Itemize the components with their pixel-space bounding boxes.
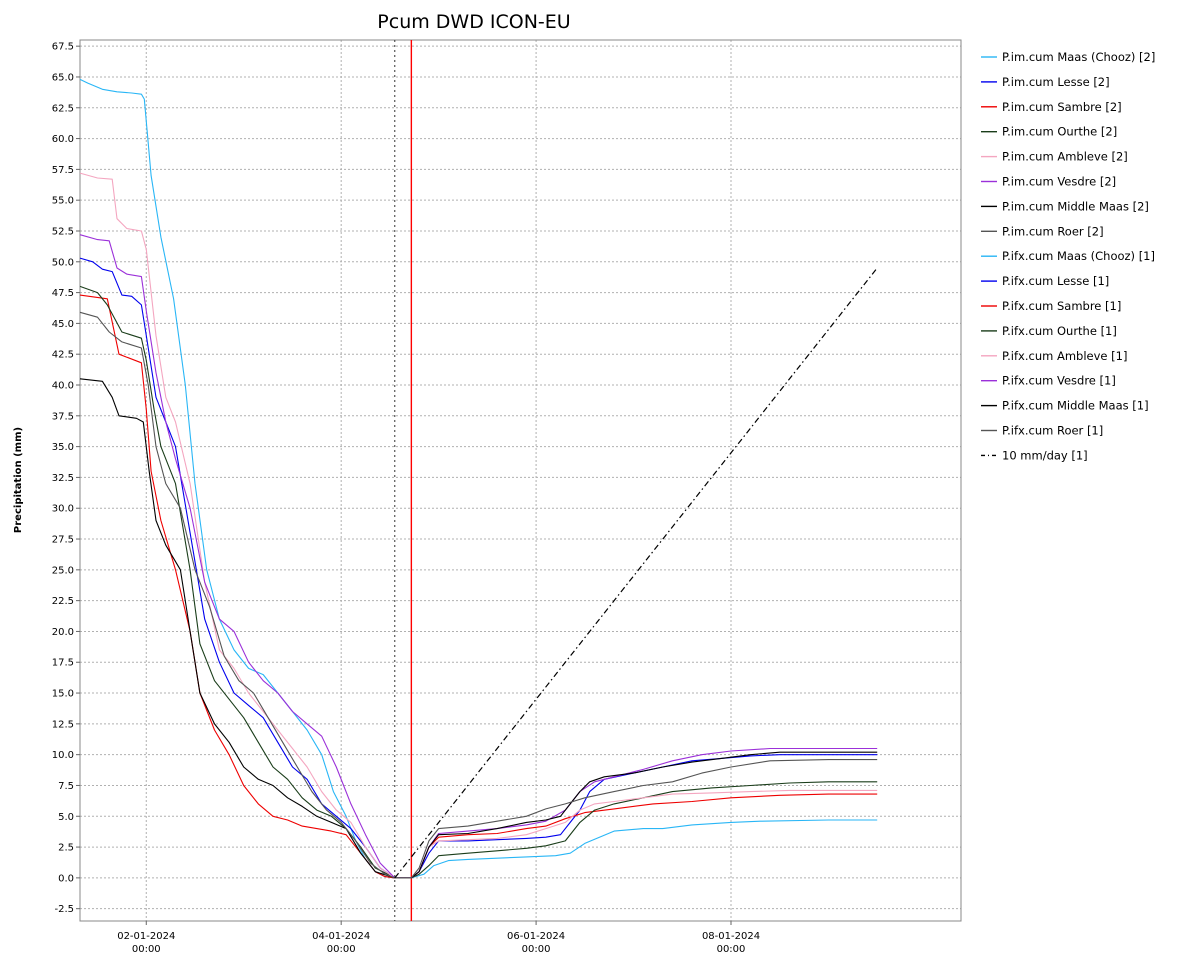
legend-label: P.ifx.cum Ourthe [1] [1002, 324, 1117, 338]
x-tick-time: 00:00 [132, 944, 161, 955]
series-line-4 [79, 172, 396, 879]
legend: P.im.cum Maas (Chooz) [2] P.im.cum Lesse … [981, 50, 1155, 462]
y-tick-label: 60.0 [52, 134, 74, 145]
series-line-3 [79, 285, 396, 879]
legend-label: P.im.cum Sambre [2] [1002, 100, 1122, 114]
y-tick-label: 67.5 [52, 42, 74, 53]
vertical-markers [394, 40, 413, 921]
series-line-1 [79, 257, 396, 879]
y-axis-label: Precipitation (mm) [13, 427, 24, 533]
series-line-6 [79, 378, 395, 879]
y-tick-label: 42.5 [52, 350, 74, 361]
x-tick-date: 08-01-2024 [702, 931, 760, 942]
series-line-16 [394, 267, 878, 879]
x-axis-ticks: 02-01-2024 00:00 04-01-2024 00:00 06-01-2024… [117, 921, 760, 955]
y-tick-label: 32.5 [52, 473, 74, 484]
x-tick-date: 02-01-2024 [117, 931, 175, 942]
y-tick-label: 40.0 [52, 381, 74, 392]
x-tick-date: 06-01-2024 [507, 931, 565, 942]
series-line-2 [79, 294, 395, 879]
legend-label: P.im.cum Ourthe [2] [1002, 125, 1117, 139]
y-tick-label: 7.5 [58, 781, 74, 792]
series-lines [79, 78, 878, 879]
y-axis-ticks: -2.5 0.0 2.5 5.0 7.5 10.0 12.5 15.0 17.5 20.0 22.5… [52, 42, 80, 915]
series-line-0 [79, 78, 395, 879]
y-tick-label: 27.5 [52, 535, 74, 546]
series-line-13 [394, 747, 878, 879]
y-tick-label: 55.0 [52, 196, 74, 207]
y-tick-label: -2.5 [54, 904, 74, 915]
y-tick-label: 37.5 [52, 411, 74, 422]
legend-label: P.im.cum Maas (Chooz) [2] [1002, 50, 1155, 64]
legend-label: P.im.cum Ambleve [2] [1002, 150, 1128, 164]
series-line-9 [394, 754, 878, 879]
series-line-12 [394, 789, 878, 879]
series-line-7 [79, 311, 395, 879]
x-tick-time: 00:00 [717, 944, 746, 955]
y-tick-label: 62.5 [52, 103, 74, 114]
legend-label: P.ifx.cum Sambre [1] [1002, 299, 1121, 313]
legend-label: P.ifx.cum Vesdre [1] [1002, 374, 1116, 388]
legend-label: P.im.cum Roer [2] [1002, 224, 1104, 238]
y-tick-label: 10.0 [52, 750, 74, 761]
y-tick-label: 25.0 [52, 565, 74, 576]
y-tick-label: 52.5 [52, 226, 74, 237]
y-tick-label: 2.5 [58, 843, 74, 854]
series-line-15 [394, 759, 878, 879]
x-tick-date: 04-01-2024 [312, 931, 370, 942]
series-line-11 [394, 781, 878, 879]
y-tick-label: 0.0 [58, 873, 74, 884]
series-line-8 [394, 819, 878, 879]
y-tick-label: 20.0 [52, 627, 74, 638]
y-tick-label: 30.0 [52, 504, 74, 515]
y-tick-label: 17.5 [52, 658, 74, 669]
legend-label: P.ifx.cum Roer [1] [1002, 424, 1103, 438]
legend-label: P.ifx.cum Lesse [1] [1002, 274, 1109, 288]
y-tick-label: 50.0 [52, 257, 74, 268]
plot-area [79, 39, 962, 922]
legend-label: P.ifx.cum Middle Maas [1] [1002, 399, 1149, 413]
grid [80, 40, 961, 921]
legend-label: P.ifx.cum Maas (Chooz) [1] [1002, 249, 1155, 263]
chart-title: Pcum DWD ICON-EU [377, 11, 570, 33]
legend-label: P.im.cum Vesdre [2] [1002, 175, 1116, 189]
series-line-14 [394, 751, 878, 879]
y-tick-label: 5.0 [58, 812, 74, 823]
y-tick-label: 57.5 [52, 165, 74, 176]
y-tick-label: 65.0 [52, 72, 74, 83]
y-tick-label: 35.0 [52, 442, 74, 453]
y-tick-label: 47.5 [52, 288, 74, 299]
legend-label: P.im.cum Middle Maas [2] [1002, 199, 1149, 213]
series-line-10 [394, 793, 878, 879]
series-line-5 [79, 234, 396, 879]
y-tick-label: 45.0 [52, 319, 74, 330]
y-tick-label: 12.5 [52, 719, 74, 730]
y-tick-label: 15.0 [52, 689, 74, 700]
x-tick-time: 00:00 [522, 944, 551, 955]
legend-label: 10 mm/day [1] [1002, 448, 1088, 462]
legend-label: P.ifx.cum Ambleve [1] [1002, 349, 1127, 363]
x-tick-time: 00:00 [327, 944, 356, 955]
y-tick-label: 22.5 [52, 596, 74, 607]
legend-label: P.im.cum Lesse [2] [1002, 75, 1110, 89]
